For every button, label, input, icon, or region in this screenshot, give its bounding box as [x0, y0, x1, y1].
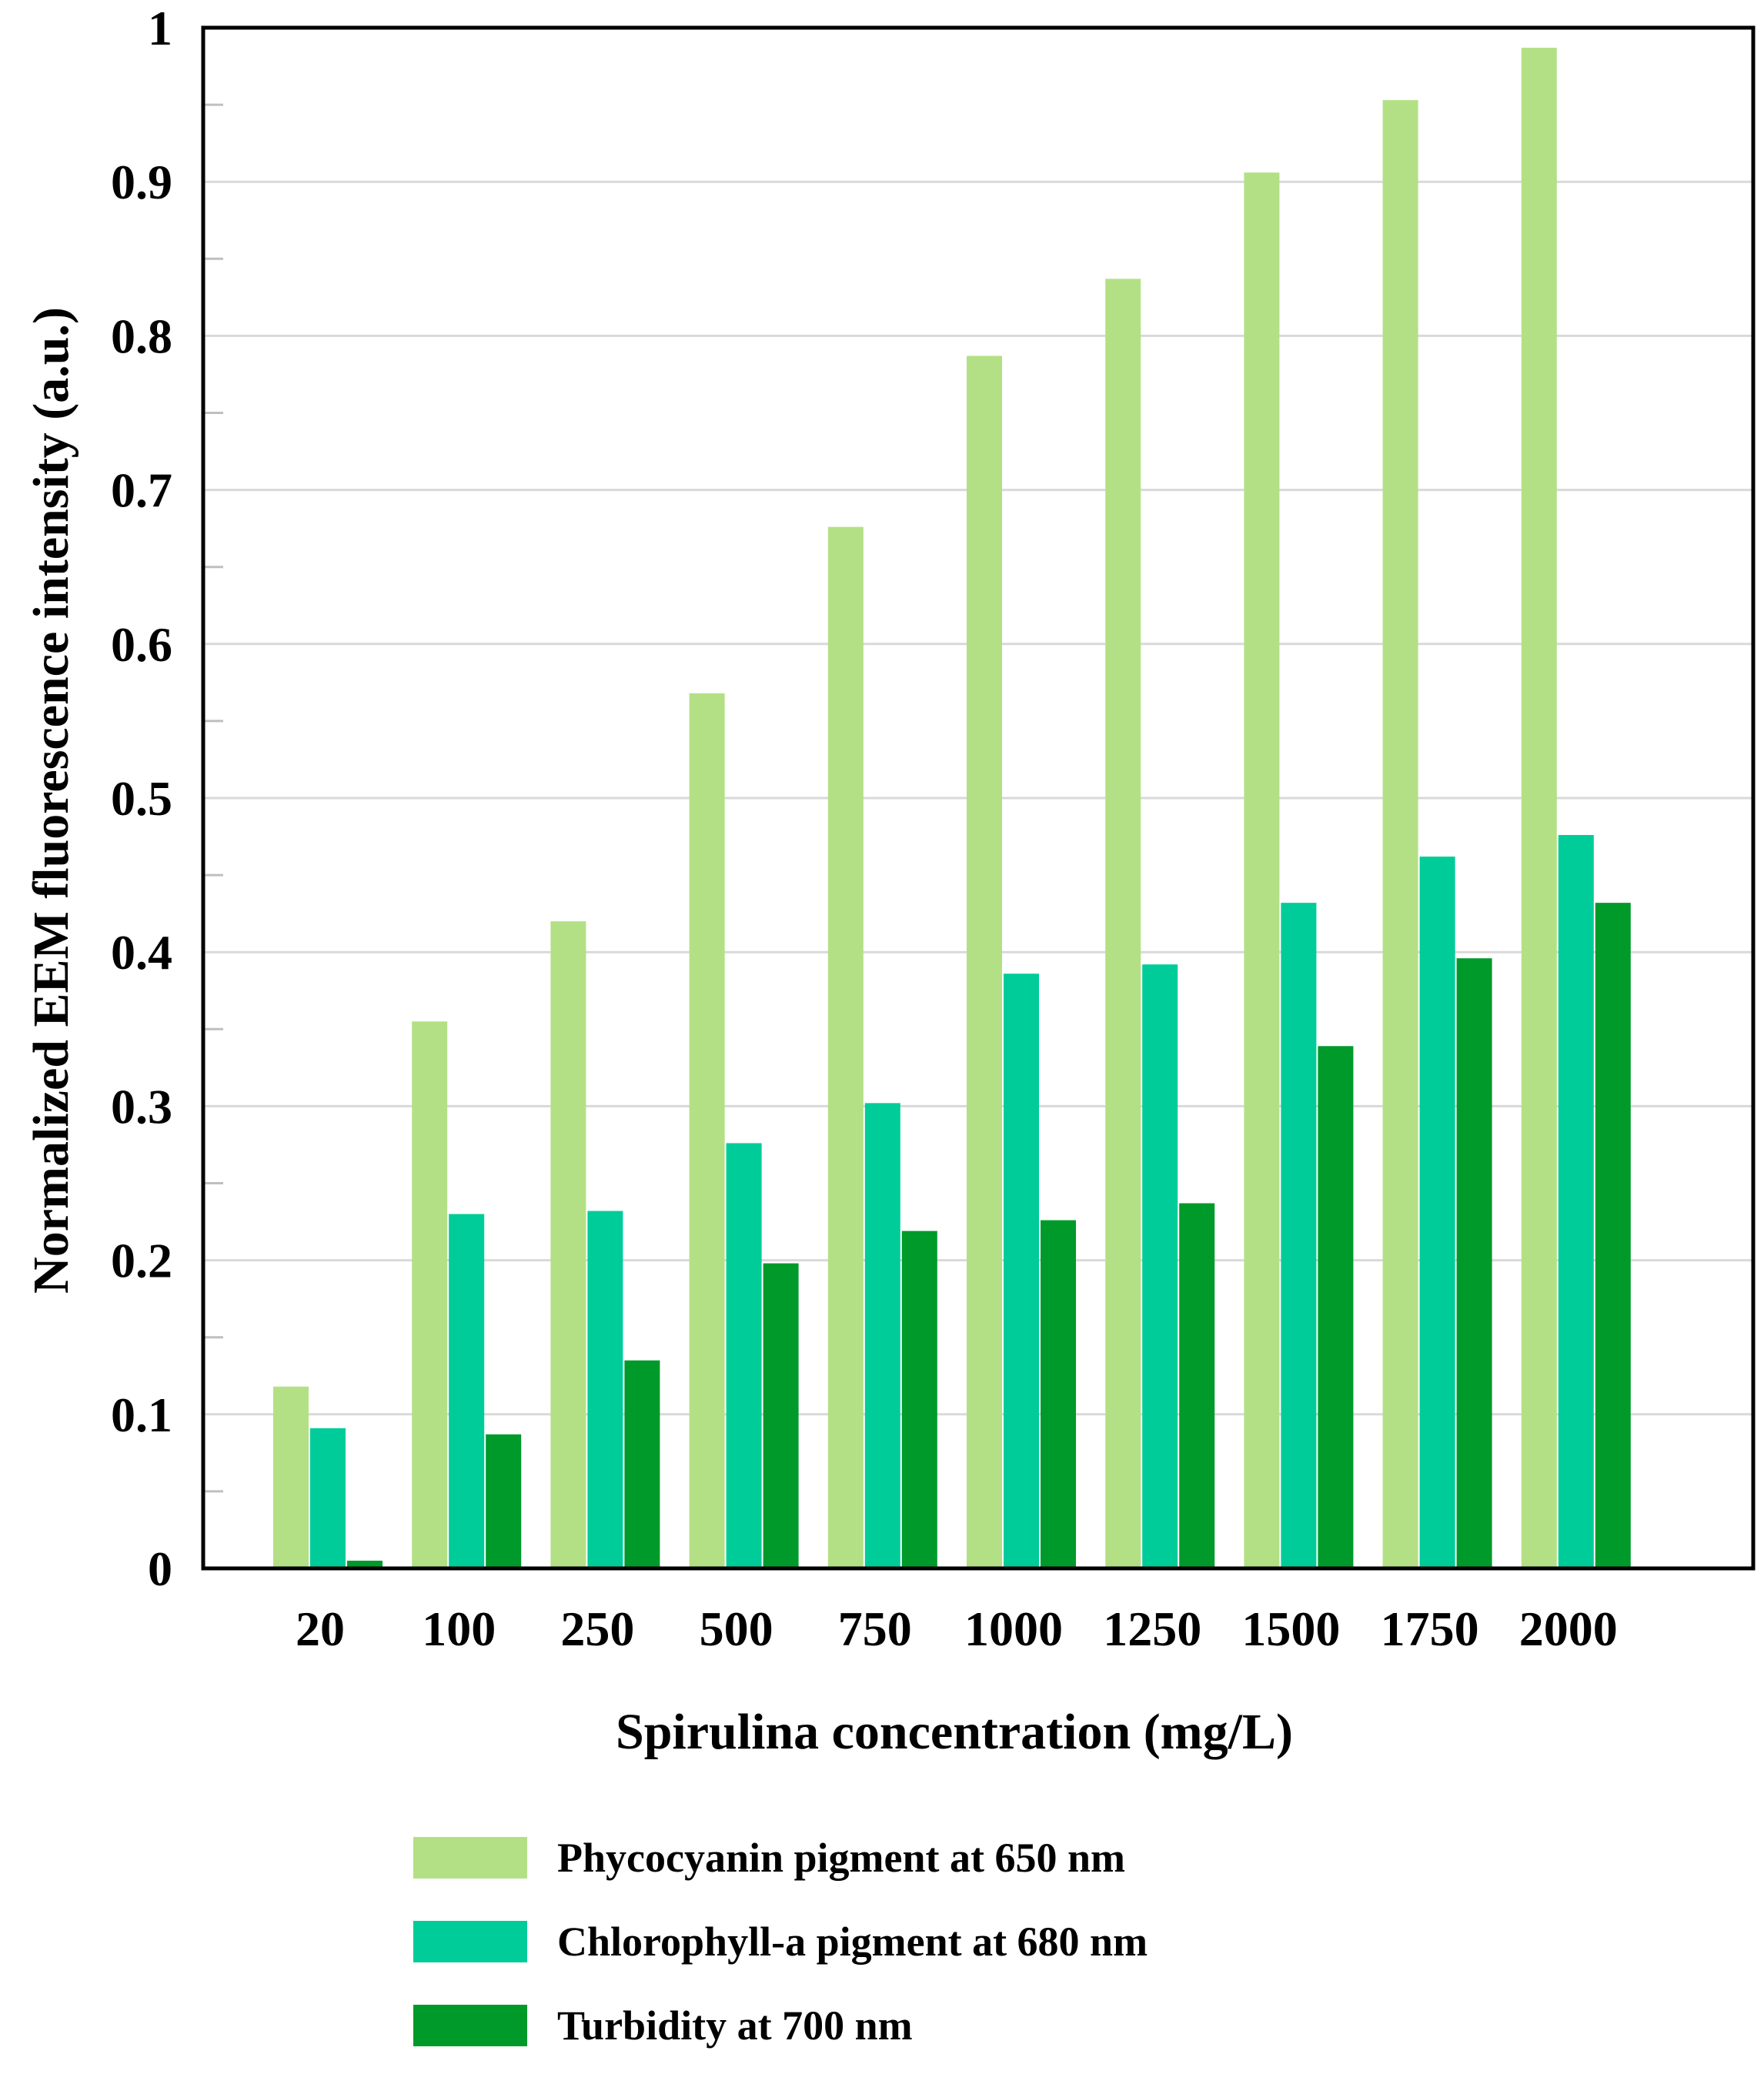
bar-chlorophyll-a-pigment-at-680-nm-250	[587, 1211, 623, 1568]
bar-phycocyanin-pigment-at-650-nm-1750	[1382, 100, 1418, 1568]
y-tick-label: 0.9	[111, 155, 172, 209]
legend: Phycocyanin pigment at 650 nm Chlorophyll…	[413, 1835, 1148, 2049]
x-axis-title: Spirulina concentration (mg/L)	[616, 1704, 1293, 1760]
x-tick-label: 750	[838, 1601, 912, 1656]
bar-chlorophyll-a-pigment-at-680-nm-100	[449, 1214, 485, 1568]
x-tick-label: 500	[700, 1601, 773, 1656]
bar-phycocyanin-pigment-at-650-nm-1250	[1105, 279, 1141, 1569]
x-tick-label: 1000	[964, 1601, 1063, 1656]
bar-chlorophyll-a-pigment-at-680-nm-750	[864, 1103, 900, 1568]
bar-chlorophyll-a-pigment-at-680-nm-1000	[1004, 974, 1039, 1568]
bar-phycocyanin-pigment-at-650-nm-500	[689, 693, 725, 1568]
bar-turbidity-at-700-nm-1750	[1456, 958, 1492, 1568]
x-tick-label: 1250	[1103, 1601, 1201, 1656]
bar-turbidity-at-700-nm-1000	[1041, 1220, 1076, 1568]
bar-phycocyanin-pigment-at-650-nm-250	[550, 921, 586, 1568]
y-tick-label: 0.6	[111, 617, 172, 672]
y-tick-labels: 0 0.1 0.2 0.3 0.4 0.5 0.6 0.7 0.8 0.9 1	[111, 1, 172, 1596]
y-tick-label: 0.8	[111, 309, 172, 363]
bar-turbidity-at-700-nm-250	[624, 1360, 660, 1568]
x-tick-label: 1500	[1241, 1601, 1340, 1656]
y-tick-label: 0.1	[111, 1388, 172, 1442]
legend-swatch	[413, 1921, 527, 1962]
bar-turbidity-at-700-nm-1250	[1179, 1203, 1215, 1568]
bar-turbidity-at-700-nm-20	[347, 1560, 383, 1568]
bar-chlorophyll-a-pigment-at-680-nm-2000	[1558, 835, 1594, 1568]
bar-turbidity-at-700-nm-100	[486, 1434, 522, 1568]
bar-phycocyanin-pigment-at-650-nm-100	[412, 1021, 448, 1568]
bar-phycocyanin-pigment-at-650-nm-2000	[1521, 48, 1557, 1568]
bar-chlorophyll-a-pigment-at-680-nm-20	[310, 1428, 346, 1568]
bar-turbidity-at-700-nm-500	[763, 1263, 799, 1568]
y-tick-label: 0.7	[111, 463, 172, 518]
y-tick-label: 0.3	[111, 1079, 172, 1134]
x-tick-label: 1750	[1381, 1601, 1479, 1656]
bar-phycocyanin-pigment-at-650-nm-1500	[1244, 172, 1280, 1569]
bars	[273, 48, 1631, 1569]
legend-label: Phycocyanin pigment at 650 nm	[557, 1835, 1125, 1881]
y-tick-label: 0.2	[111, 1234, 172, 1288]
y-tick-label: 0.4	[111, 925, 172, 980]
bar-turbidity-at-700-nm-2000	[1595, 903, 1631, 1568]
y-tick-label: 0	[148, 1541, 172, 1596]
bar-chlorophyll-a-pigment-at-680-nm-1500	[1281, 903, 1317, 1568]
bar-chlorophyll-a-pigment-at-680-nm-1750	[1419, 857, 1455, 1568]
legend-label: Chlorophyll-a pigment at 680 nm	[557, 1919, 1148, 1965]
y-axis-title: Normalized EEM fluorescence intensity (a…	[23, 307, 79, 1294]
minor-ticks	[203, 103, 223, 1493]
bar-turbidity-at-700-nm-1500	[1318, 1046, 1354, 1568]
y-tick-label: 0.5	[111, 771, 172, 826]
y-tick-label: 1	[148, 1, 172, 55]
x-tick-labels: 20 100 250 500 750 1000 1250 1500 1750 2000	[296, 1601, 1618, 1656]
bar-chlorophyll-a-pigment-at-680-nm-1250	[1142, 964, 1178, 1568]
bar-turbidity-at-700-nm-750	[901, 1231, 937, 1568]
plot-frame	[201, 25, 1756, 1571]
x-tick-label: 100	[422, 1601, 496, 1656]
x-tick-label: 20	[296, 1601, 345, 1656]
x-tick-label: 2000	[1519, 1601, 1618, 1656]
legend-label: Turbidity at 700 nm	[557, 2002, 913, 2049]
bar-phycocyanin-pigment-at-650-nm-750	[827, 526, 864, 1569]
bar-phycocyanin-pigment-at-650-nm-20	[273, 1386, 309, 1568]
x-tick-label: 250	[560, 1601, 634, 1656]
bar-chlorophyll-a-pigment-at-680-nm-500	[726, 1143, 762, 1568]
legend-swatch	[413, 2005, 527, 2046]
legend-swatch	[413, 1837, 527, 1879]
bar-phycocyanin-pigment-at-650-nm-1000	[967, 356, 1002, 1568]
